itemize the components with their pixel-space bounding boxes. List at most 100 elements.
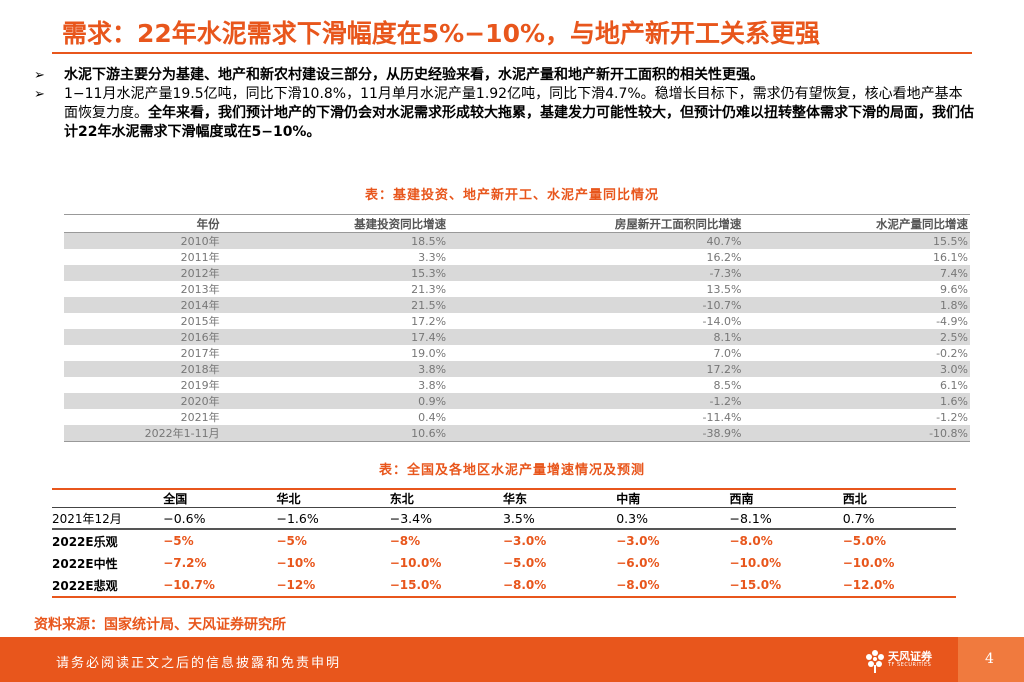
table-cell: -10.8% xyxy=(743,425,970,442)
table-row: 2012年 15.3% -7.3% 7.4% xyxy=(64,265,970,281)
table-cell: -11.4% xyxy=(702,410,742,424)
table-cell: 0.4% xyxy=(418,410,447,424)
table-cell: 2020年 xyxy=(64,393,222,409)
table-row: 2022年1-11月 10.6% -38.9% -10.8% xyxy=(64,425,970,442)
table-header-row: 年份 基建投资同比增速 房屋新开工面积同比增速 水泥产量同比增速 xyxy=(64,214,970,233)
table-row: 2019年 3.8% 8.5% 6.1% xyxy=(64,377,970,393)
table-cell: 21.5% xyxy=(221,297,449,313)
table-cell: 2015年 xyxy=(180,315,220,328)
table-header-row: 全国 华北 东北 华东 中南 西南 西北 xyxy=(52,488,956,508)
brand-name: 天风证券 xyxy=(888,650,932,663)
table-row: 2022E悲观 −10.7% −12% −15.0% −8.0% −8.0% −15.0% −… xyxy=(52,574,956,598)
row-label: 2021年12月 xyxy=(52,507,164,530)
table-cell: 0.9% xyxy=(221,393,449,409)
table-cell: 3.0% xyxy=(743,361,970,377)
table-cell: 2010年 xyxy=(64,232,222,249)
bullet-item: ➢ 1−11月水泥产量19.5亿吨，同比下滑10.8%，11月单月水泥产量1.9… xyxy=(34,85,974,142)
table-cell: 2014年 xyxy=(64,297,222,313)
table-cell: 2019年 xyxy=(180,379,220,392)
table-cell: −8.0% xyxy=(616,574,730,598)
infrastructure-table: 年份 基建投资同比增速 房屋新开工面积同比增速 水泥产量同比增速 2010年 18… xyxy=(64,214,970,442)
table-cell: −5% xyxy=(163,534,194,548)
table1-body: 2010年 18.5% 40.7% 15.5% 2011年 3.3% 16.2% 16.1% 2… xyxy=(64,232,970,442)
table-cell: −10.0% xyxy=(729,556,782,570)
table-cell: −8.1% xyxy=(729,507,843,530)
row-label: 2022E乐观 xyxy=(52,534,118,549)
table-cell: −8.0% xyxy=(729,534,773,548)
col-header-northeast: 东北 xyxy=(389,488,503,508)
table-cell: -10.7% xyxy=(448,297,744,313)
table-cell: −3.4% xyxy=(389,507,503,530)
table-cell: 2011年 xyxy=(180,251,220,264)
table-cell: 17.2% xyxy=(411,314,447,328)
table-cell: −15.0% xyxy=(729,574,843,598)
table-cell: -7.3% xyxy=(448,265,744,281)
table-row: 2011年 3.3% 16.2% 16.1% xyxy=(64,249,970,265)
table-row: 2021年12月 −0.6% −1.6% −3.4% 3.5% 0.3% −8.1% 0.7% xyxy=(52,507,956,530)
flower-logo-icon xyxy=(866,650,884,673)
page-title: 需求：22年水泥需求下滑幅度在5%−10%，与地产新开工关系更强 xyxy=(62,19,821,48)
table-cell: −10.0% xyxy=(842,556,895,570)
table-cell: 2012年 xyxy=(64,265,222,281)
table-cell: -0.2% xyxy=(936,346,968,360)
table-cell: 8.5% xyxy=(713,378,742,392)
table-cell: 19.0% xyxy=(411,346,447,360)
table-cell: 0.7% xyxy=(842,507,956,530)
bullet-item: ➢ 水泥下游主要分为基建、地产和新农村建设三部分，从历史经验来看，水泥产量和地产… xyxy=(34,66,974,85)
table-cell: -14.0% xyxy=(702,314,742,328)
table-cell: 17.2% xyxy=(448,361,744,377)
table-cell: −10.7% xyxy=(163,574,277,598)
table-cell: −10% xyxy=(276,556,316,570)
table-cell: 13.5% xyxy=(706,282,742,296)
table-cell: 17.4% xyxy=(221,329,449,345)
table-cell: 1.6% xyxy=(743,393,970,409)
col-header-east: 华东 xyxy=(502,488,617,508)
table-cell: −15.0% xyxy=(389,574,503,598)
table-cell: −5.0% xyxy=(502,556,547,570)
col-header-northwest: 西北 xyxy=(842,488,956,508)
table-row: 2022E乐观 −5% −5% −8% −3.0% −3.0% −8.0% −5.0% xyxy=(52,529,956,552)
table-cell: 3.8% xyxy=(418,378,447,392)
col-header-national: 全国 xyxy=(163,488,277,508)
table-cell: −5% xyxy=(276,534,307,548)
table-row: 2020年 0.9% -1.2% 1.6% xyxy=(64,393,970,409)
bullet-text-2-bold: 全年来看，我们预计地产的下滑仍会对水泥需求形成较大拖累，基建发力可能性较大，但预… xyxy=(64,105,974,140)
table-cell: 21.3% xyxy=(411,282,447,296)
footer-decoration xyxy=(958,637,1024,682)
page-number: 4 xyxy=(985,651,994,667)
table-cell: −12% xyxy=(276,574,390,598)
col-header-blank xyxy=(52,488,164,508)
row-label: 2022E中性 xyxy=(52,556,118,571)
table-row: 2014年 21.5% -10.7% 1.8% xyxy=(64,297,970,313)
table-cell: 0.3% xyxy=(616,507,730,530)
table-cell: 15.5% xyxy=(743,232,970,249)
table-cell: 10.6% xyxy=(221,425,449,442)
table-cell: −1.6% xyxy=(276,507,390,530)
table-cell: 3.5% xyxy=(502,507,617,530)
table-cell: 2016年 xyxy=(64,329,222,345)
table-cell: 7.0% xyxy=(713,346,742,360)
table-row: 2015年 17.2% -14.0% -4.9% xyxy=(64,313,970,329)
arrow-bullet-icon: ➢ xyxy=(34,68,45,83)
table-cell: −3.0% xyxy=(616,534,660,548)
table-cell: 7.4% xyxy=(743,265,970,281)
col-header-infra: 基建投资同比增速 xyxy=(221,214,449,233)
table2-caption: 表：全国及各地区水泥产量增速情况及预测 xyxy=(378,463,645,478)
table-cell: −6.0% xyxy=(616,556,660,570)
brand-subtitle: TF SECURITIES xyxy=(888,662,932,668)
table-cell: −3.0% xyxy=(502,534,547,548)
col-header-year: 年份 xyxy=(64,214,222,233)
data-source: 资料来源：国家统计局、天风证券研究所 xyxy=(34,617,286,633)
table-cell: 18.5% xyxy=(221,232,449,249)
table-cell: 16.2% xyxy=(706,250,742,264)
table-cell: -1.2% xyxy=(448,393,744,409)
table-cell: 8.1% xyxy=(448,329,744,345)
table2-body: 2021年12月 −0.6% −1.6% −3.4% 3.5% 0.3% −8.1% 0.7%… xyxy=(52,507,956,598)
col-header-southwest: 西南 xyxy=(729,488,843,508)
disclaimer-text: 请务必阅读正文之后的信息披露和免责申明 xyxy=(56,656,342,671)
table-row: 2016年 17.4% 8.1% 2.5% xyxy=(64,329,970,345)
table-cell: −7.2% xyxy=(163,556,207,570)
table-row: 2010年 18.5% 40.7% 15.5% xyxy=(64,232,970,249)
table-cell: 16.1% xyxy=(933,250,968,264)
col-header-newstarts: 房屋新开工面积同比增速 xyxy=(448,214,744,233)
